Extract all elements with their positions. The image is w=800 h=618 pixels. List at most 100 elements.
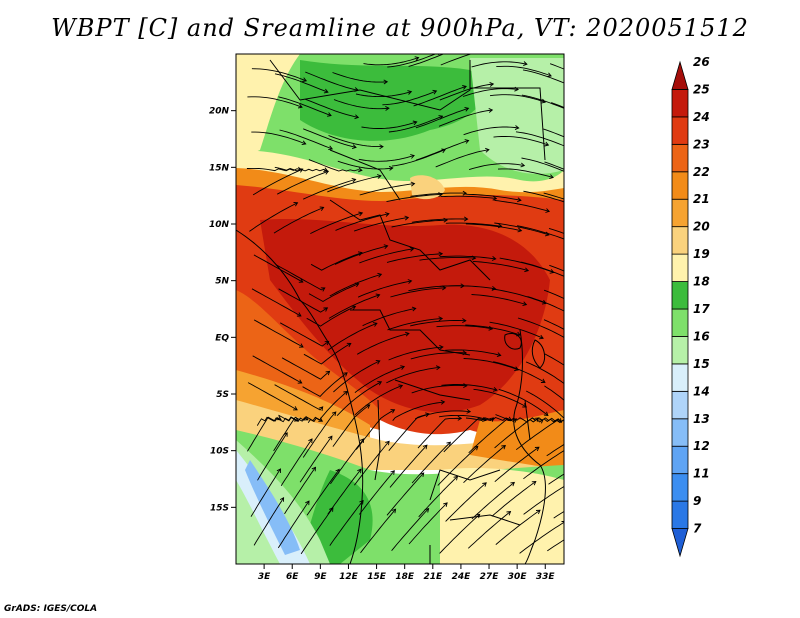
streamline — [437, 446, 479, 486]
streamline-arrowhead — [276, 415, 282, 421]
streamline — [391, 508, 429, 551]
streamline — [332, 404, 370, 447]
streamline-arrowhead — [522, 403, 528, 408]
streamline-arrowhead — [435, 365, 441, 371]
streamline-arrowhead — [298, 278, 304, 283]
streamline-arrowhead — [491, 48, 495, 52]
streamline — [354, 366, 405, 393]
colorbar-swatch — [671, 500, 689, 529]
streamline — [328, 294, 380, 319]
streamline-arrowhead — [446, 441, 452, 447]
streamline — [445, 222, 502, 227]
latitude-axis: 20N 15N 10N 5N EQ 5S 10S 15S — [209, 107, 236, 513]
lon-tick-label: 30E — [508, 572, 528, 582]
colorbar-swatch — [671, 143, 689, 173]
streamline — [522, 69, 564, 84]
streamline — [471, 61, 527, 68]
streamline — [356, 332, 410, 355]
colorbar-label: 23 — [693, 137, 710, 151]
streamline — [275, 264, 326, 291]
streamline — [252, 168, 303, 196]
streamline-arrowhead — [324, 170, 330, 175]
streamline — [463, 358, 519, 371]
streamline — [251, 288, 302, 317]
streamline-arrowhead — [438, 251, 444, 257]
field-north-dark-green — [300, 60, 485, 141]
streamline — [251, 131, 306, 145]
streamline-arrowhead — [440, 399, 446, 405]
streamline — [329, 500, 364, 546]
streamline — [284, 467, 316, 515]
streamline-arrowhead — [351, 177, 357, 183]
streamline-arrowhead — [541, 299, 547, 305]
colorbar-swatch — [671, 528, 689, 558]
streamline — [305, 71, 359, 91]
streamline — [388, 413, 430, 451]
lon-tick-label: 21E — [423, 572, 443, 582]
streamline — [544, 161, 564, 170]
streamline — [515, 131, 564, 147]
streamline-arrowhead — [514, 125, 520, 131]
colorbar: 7 9 11 12 13 14 15 16 17 18 19 20 21 22 23 24 25 26 — [671, 55, 710, 558]
wbpt-color-field — [236, 54, 564, 564]
streamline — [306, 469, 340, 516]
streamline — [521, 261, 564, 277]
streamline-arrowhead — [343, 390, 349, 396]
streamline-arrowhead — [491, 256, 497, 261]
colorbar-label: 9 — [693, 494, 701, 508]
streamline — [413, 85, 467, 107]
streamline — [517, 317, 564, 338]
streamline — [388, 346, 443, 361]
streamline — [465, 193, 521, 201]
streamline — [415, 410, 471, 420]
streamline-arrowhead — [547, 72, 552, 78]
colorbar-swatch — [671, 363, 689, 392]
streamline — [419, 257, 476, 261]
streamline-arrowhead — [514, 86, 519, 92]
streamline — [358, 155, 415, 162]
streamline — [273, 416, 309, 452]
streamline-arrowhead — [593, 455, 597, 459]
streamline-arrowhead — [593, 178, 597, 182]
streamline — [519, 521, 564, 554]
coastline-west — [299, 299, 364, 564]
streamline-arrowhead — [328, 145, 334, 151]
field-northwest-yellow — [236, 54, 300, 160]
streamline-arrowhead — [520, 162, 526, 168]
streamline — [354, 384, 403, 416]
streamline — [463, 126, 519, 136]
streamline-arrowhead — [588, 344, 592, 348]
streamline — [274, 166, 328, 172]
streamline-arrowhead — [390, 470, 395, 475]
streamline — [308, 159, 362, 172]
streamline — [493, 136, 549, 146]
streamline — [462, 88, 519, 97]
streamline — [440, 54, 473, 66]
streamline-arrowhead — [346, 342, 352, 348]
streamline — [553, 510, 564, 519]
streamline-arrowhead — [598, 490, 602, 494]
colorbar-label: 12 — [693, 439, 710, 453]
streamline-arrowhead — [323, 307, 329, 312]
border-line-4 — [374, 399, 381, 481]
streamline-arrowhead — [384, 212, 390, 217]
streamline-arrowhead — [570, 277, 574, 281]
streamline — [439, 285, 496, 290]
streamline — [247, 416, 282, 452]
streamline-arrowhead — [571, 110, 575, 114]
streamline — [257, 432, 288, 481]
streamline-arrowhead — [600, 119, 604, 123]
streamline-arrowhead — [522, 301, 528, 307]
coastline-gulf-of-guinea — [236, 229, 301, 301]
streamline-arrowhead — [305, 500, 310, 506]
streamline — [543, 418, 564, 424]
streamline-arrowhead — [585, 419, 589, 423]
streamline-arrowhead — [375, 360, 381, 365]
streamline — [302, 411, 337, 458]
streamline-arrowhead — [561, 520, 564, 526]
streamline — [300, 507, 334, 555]
streamline — [278, 288, 328, 313]
streamline — [279, 322, 329, 347]
field-northeast-light-green — [470, 58, 564, 174]
colorbar-swatch — [671, 418, 689, 447]
